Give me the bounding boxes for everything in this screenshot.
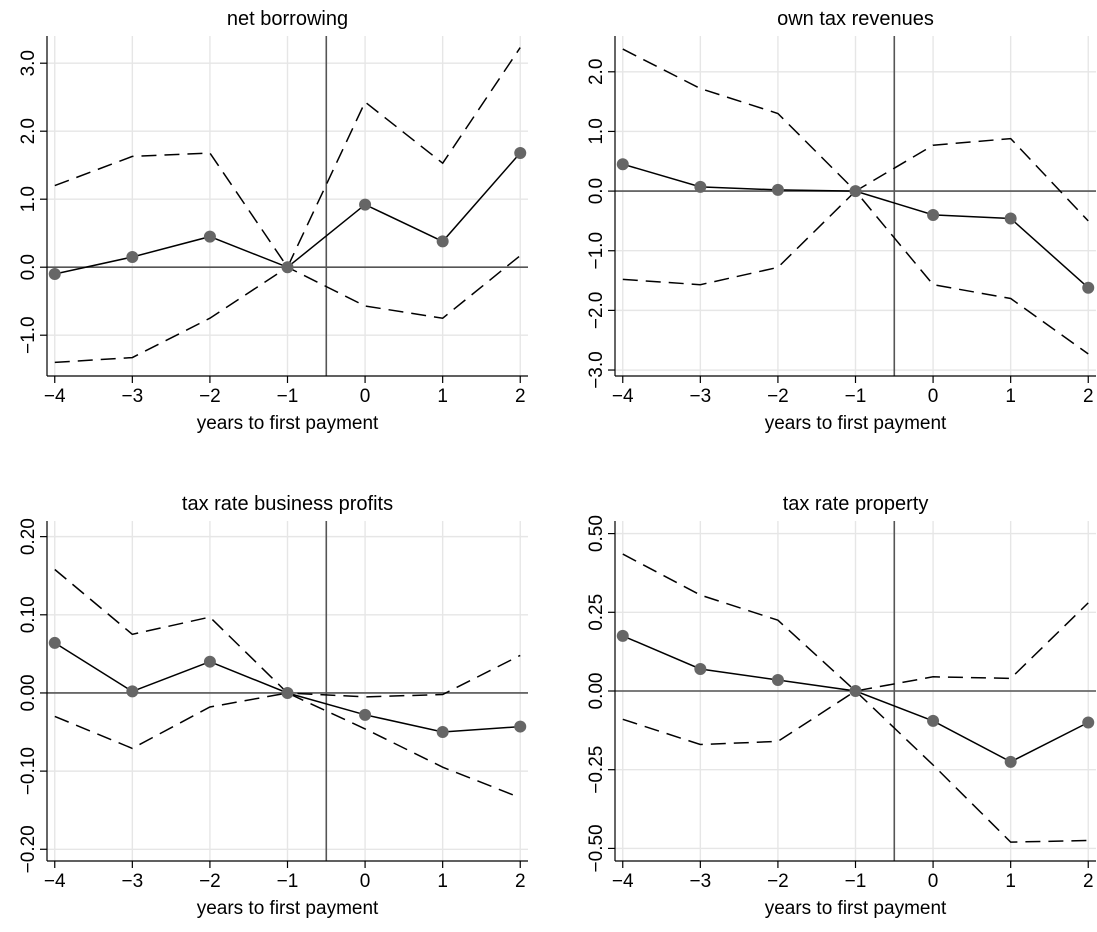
estimate-point	[203, 230, 216, 243]
estimate-point	[281, 261, 294, 274]
estimate-point	[514, 146, 527, 159]
y-tick-label: 0.0	[18, 254, 39, 280]
x-tick-label: −1	[845, 871, 867, 892]
estimate-point	[849, 685, 862, 697]
y-tick-label: −0.10	[18, 747, 39, 795]
x-axis-label: years to first payment	[197, 413, 379, 434]
estimate-point	[616, 629, 629, 642]
x-tick-label: 2	[1083, 871, 1094, 892]
x-axis-label: years to first payment	[765, 898, 947, 919]
x-tick-label: 2	[515, 386, 526, 407]
estimate-point	[1082, 281, 1095, 294]
x-tick-label: −1	[277, 871, 299, 892]
x-tick-label: 1	[437, 871, 448, 892]
estimate-point	[281, 686, 294, 699]
y-tick-label: −2.0	[586, 292, 607, 330]
y-tick-label: −0.20	[18, 825, 39, 873]
y-tick-label: 1.0	[18, 186, 39, 212]
y-tick-label: −1.0	[18, 316, 39, 354]
x-tick-label: −2	[767, 871, 789, 892]
estimate-point	[359, 708, 372, 721]
x-tick-label: 2	[515, 871, 526, 892]
y-tick-label: 0.50	[586, 515, 607, 552]
estimate-point	[1004, 212, 1017, 225]
panel-tax-rate-property: −4 −3 −2 −1 0 1 2 −0.50 −0.25 0.00 0.25 0.50 tax rat…	[586, 493, 1096, 919]
estimate-point	[927, 714, 940, 727]
y-tick-label: −0.25	[586, 746, 607, 794]
y-tick-label: 1.0	[586, 118, 607, 144]
y-tick-label: 3.0	[18, 50, 39, 76]
panel-title: own tax revenues	[777, 8, 934, 30]
y-tick-label: 2.0	[18, 118, 39, 144]
x-tick-label: 2	[1083, 386, 1094, 407]
x-tick-label: 1	[1005, 386, 1016, 407]
x-tick-label: −4	[44, 386, 66, 407]
y-tick-label: 2.0	[586, 59, 607, 85]
estimate-point	[126, 251, 139, 263]
estimate-point	[616, 158, 629, 171]
estimate-point	[514, 720, 527, 733]
panel-tax-rate-business-profits: −4 −3 −2 −1 0 1 2 −0.20 −0.10 0.00 0.10 0.20 tax rat…	[18, 493, 528, 919]
estimate-point	[771, 183, 784, 196]
estimate-point	[694, 662, 707, 675]
x-axis-label: years to first payment	[197, 898, 379, 919]
estimate-point	[436, 726, 449, 739]
y-tick-label: 0.00	[18, 674, 39, 711]
x-tick-label: −2	[767, 386, 789, 407]
x-tick-label: 1	[1005, 871, 1016, 892]
panel-title: tax rate business profits	[182, 493, 393, 515]
y-tick-label: 0.0	[586, 178, 607, 204]
x-axis-label: years to first payment	[765, 413, 947, 434]
panel-own-tax-revenues: −4 −3 −2 −1 0 1 2 −3.0 −2.0 −1.0 0.0 1.0 2.0 own tax …	[586, 8, 1096, 434]
estimate-point	[203, 655, 216, 668]
x-tick-label: −2	[199, 386, 221, 407]
panel-title: tax rate property	[783, 493, 929, 515]
x-tick-label: −3	[122, 871, 144, 892]
estimate-point	[126, 685, 139, 698]
x-tick-label: 0	[928, 386, 939, 407]
x-tick-label: 0	[928, 871, 939, 892]
y-tick-label: 0.00	[586, 673, 607, 710]
estimate-point	[771, 673, 784, 686]
x-tick-label: −3	[690, 871, 712, 892]
y-tick-label: 0.20	[18, 518, 39, 555]
estimate-point	[849, 185, 862, 198]
estimate-point	[48, 636, 61, 649]
x-tick-label: −4	[612, 871, 634, 892]
estimate-point	[1004, 755, 1017, 768]
x-tick-label: −4	[44, 871, 66, 892]
x-tick-label: 0	[360, 386, 371, 407]
series-line-upper	[54, 47, 521, 269]
estimate-point	[694, 180, 707, 193]
series-line-lower	[54, 692, 521, 799]
x-tick-label: −3	[690, 386, 712, 407]
panel-net-borrowing: −4 −3 −2 −1 0 1 2 −1.0 0.0 1.0 2.0 3.0 net borrowing…	[18, 8, 528, 434]
y-tick-label: 0.25	[586, 594, 607, 631]
estimate-point	[359, 198, 372, 211]
x-tick-label: −2	[199, 871, 221, 892]
x-tick-label: 1	[437, 386, 448, 407]
y-tick-label: −1.0	[586, 232, 607, 270]
x-tick-label: −3	[122, 386, 144, 407]
y-tick-label: −3.0	[586, 351, 607, 389]
x-tick-label: −1	[845, 386, 867, 407]
estimate-point	[927, 208, 940, 221]
estimate-point	[48, 268, 61, 280]
panel-title: net borrowing	[227, 8, 348, 30]
y-tick-label: −0.50	[586, 824, 607, 872]
x-tick-label: −4	[612, 386, 634, 407]
y-tick-label: 0.10	[18, 596, 39, 633]
x-tick-label: −1	[277, 386, 299, 407]
estimate-point	[436, 235, 449, 248]
x-tick-label: 0	[360, 871, 371, 892]
estimate-point	[1082, 716, 1095, 729]
series-line-lower	[622, 690, 1089, 843]
